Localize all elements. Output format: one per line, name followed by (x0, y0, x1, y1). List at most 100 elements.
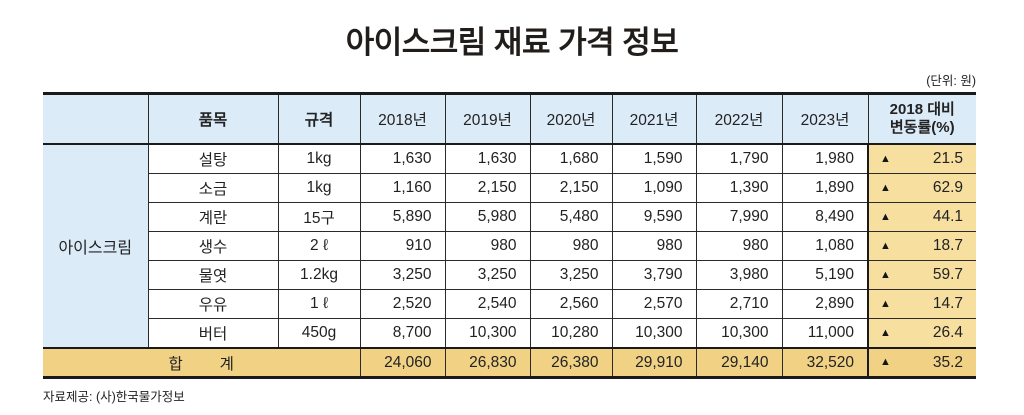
up-triangle-icon: ▲ (880, 181, 891, 194)
change-cell: ▲ 18.7 (867, 231, 976, 261)
year-header-2022: 2022년 (695, 93, 783, 145)
price-cell: 2,150 (444, 173, 531, 203)
price-cell: 10,300 (444, 318, 531, 349)
price-cell: 980 (611, 231, 697, 261)
item-cell: 물엿 (148, 260, 279, 290)
year-header-2021: 2021년 (611, 93, 697, 145)
total-price-cell: 24,060 (359, 347, 446, 378)
up-triangle-icon: ▲ (880, 356, 891, 368)
up-triangle-icon: ▲ (880, 268, 891, 281)
price-cell: 980 (444, 231, 531, 261)
price-cell: 8,490 (781, 202, 869, 232)
change-value: 26.4 (932, 324, 963, 341)
change-header-line2: 변동률(%) (889, 119, 955, 136)
page-title: 아이스크림 재료 가격 정보 (345, 25, 679, 60)
change-value: 21.5 (932, 150, 963, 167)
price-cell: 1,090 (611, 173, 697, 203)
up-triangle-icon: ▲ (880, 297, 891, 310)
change-cell: ▲ 21.5 (867, 143, 976, 174)
price-cell: 3,250 (529, 260, 613, 290)
price-cell: 910 (359, 231, 446, 261)
change-cell: ▲ 59.7 (867, 260, 976, 290)
source-note: 자료제공: (사)한국물가정보 (43, 390, 185, 404)
up-triangle-icon: ▲ (880, 326, 891, 339)
change-header: 2018 대비 변동률(%) (867, 93, 976, 145)
year-header-2023: 2023년 (781, 93, 869, 145)
total-price-cell: 26,830 (444, 347, 531, 378)
total-price-cell: 29,140 (695, 347, 783, 378)
up-triangle-icon: ▲ (880, 210, 891, 223)
price-cell: 9,590 (611, 202, 697, 232)
price-cell: 3,790 (611, 260, 697, 290)
up-triangle-icon: ▲ (880, 239, 891, 252)
total-price-cell: 32,520 (781, 347, 869, 378)
year-header-2020: 2020년 (529, 93, 613, 145)
change-value: 14.7 (932, 295, 963, 312)
total-change-cell: ▲ 35.2 (867, 347, 976, 378)
price-cell: 980 (529, 231, 613, 261)
spec-cell: 2 ℓ (277, 231, 361, 261)
price-cell: 10,300 (695, 318, 783, 349)
price-cell: 2,560 (529, 289, 613, 319)
price-cell: 1,630 (444, 143, 531, 174)
spec-header: 규격 (277, 93, 361, 145)
total-price-cell: 29,910 (611, 347, 697, 378)
change-header-line1: 2018 대비 (889, 100, 955, 118)
header-row: 품목 규격 2018년 2019년 2020년 2021년 2022년 2023… (43, 93, 976, 145)
change-value: 18.7 (932, 237, 963, 254)
price-cell: 1,590 (611, 143, 697, 174)
spec-cell: 1kg (277, 173, 361, 203)
price-cell: 2,150 (529, 173, 613, 203)
change-cell: ▲ 26.4 (867, 318, 976, 349)
item-header: 품목 (147, 93, 279, 145)
price-cell: 1,160 (359, 173, 446, 203)
spec-cell: 1kg (277, 143, 361, 174)
total-label-cell: 합 계 (43, 347, 361, 378)
blank-header-cell (43, 93, 149, 145)
price-cell: 1,790 (695, 143, 783, 174)
change-value: 35.2 (932, 353, 963, 371)
price-cell: 3,980 (695, 260, 783, 290)
price-cell: 5,480 (529, 202, 613, 232)
item-cell: 생수 (148, 231, 279, 261)
category-cell: 아이스크림 (43, 143, 149, 349)
change-cell: ▲ 14.7 (867, 289, 976, 319)
price-cell: 1,080 (781, 231, 869, 261)
table-row: 물엿 1.2kg 3,250 3,250 3,250 3,790 3,980 5… (43, 260, 976, 290)
table-row: 우유 1 ℓ 2,520 2,540 2,560 2,570 2,710 2,8… (43, 289, 976, 319)
change-cell: ▲ 44.1 (867, 202, 976, 232)
total-row: 합 계 24,060 26,830 26,380 29,910 29,140 3… (43, 347, 976, 378)
price-cell: 2,540 (444, 289, 531, 319)
price-cell: 1,390 (695, 173, 783, 203)
table-row: 버터 450g 8,700 10,300 10,280 10,300 10,30… (43, 318, 976, 349)
spec-cell: 1 ℓ (277, 289, 361, 319)
up-triangle-icon: ▲ (880, 152, 891, 165)
spec-cell: 15구 (277, 202, 361, 232)
change-value: 59.7 (932, 266, 963, 283)
item-cell: 계란 (148, 202, 279, 232)
price-cell: 1,980 (781, 143, 869, 174)
unit-note: (단위: 원) (926, 74, 976, 88)
change-value: 62.9 (932, 179, 963, 196)
table-row: 아이스크림 설탕 1kg 1,630 1,630 1,680 1,590 1,7… (43, 143, 976, 349)
total-price-cell: 26,380 (529, 347, 613, 378)
price-cell: 11,000 (781, 318, 869, 349)
price-cell: 5,980 (444, 202, 531, 232)
price-cell: 980 (695, 231, 783, 261)
price-cell: 10,300 (611, 318, 697, 349)
item-cell: 소금 (148, 173, 279, 203)
table-row: 계란 15구 5,890 5,980 5,480 9,590 7,990 8,4… (43, 202, 976, 232)
price-cell: 1,680 (529, 143, 613, 174)
price-cell: 2,890 (781, 289, 869, 319)
price-cell: 2,520 (359, 289, 446, 319)
item-cell: 우유 (148, 289, 279, 319)
table-wrap: (단위: 원) 품목 규격 2018년 2019년 2020년 2021년 20… (43, 70, 976, 379)
year-header-2018: 2018년 (359, 93, 446, 145)
change-cell: ▲ 62.9 (867, 173, 976, 203)
price-cell: 5,190 (781, 260, 869, 290)
price-cell: 1,630 (359, 143, 446, 174)
price-cell: 5,890 (359, 202, 446, 232)
price-table: 품목 규격 2018년 2019년 2020년 2021년 2022년 2023… (43, 92, 976, 379)
change-value: 44.1 (932, 208, 963, 225)
